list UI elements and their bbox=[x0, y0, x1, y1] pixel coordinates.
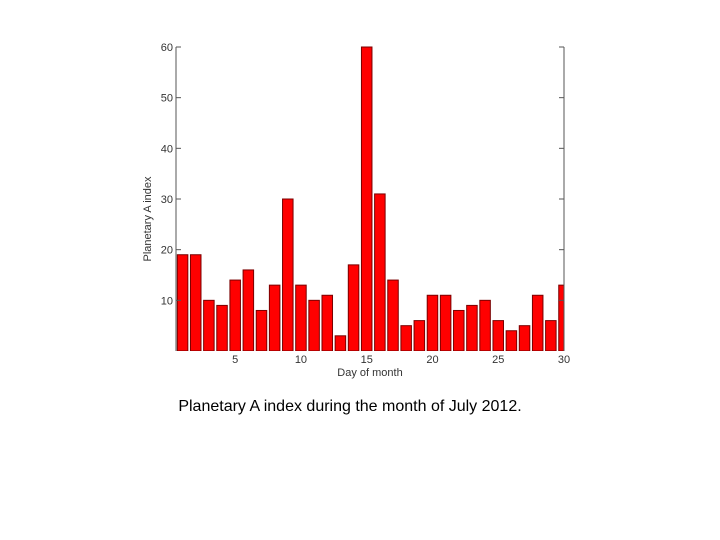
y-axis-title: Planetary A index bbox=[142, 176, 154, 262]
bar-day-18 bbox=[400, 325, 412, 351]
x-tick-label-25: 25 bbox=[492, 354, 504, 366]
bar-day-12 bbox=[321, 294, 334, 351]
bar-day-7 bbox=[255, 309, 268, 351]
y-tick-label-10: 10 bbox=[161, 295, 173, 307]
bar-day-4 bbox=[216, 304, 228, 351]
bar-day-2 bbox=[189, 254, 202, 351]
bar-day-26 bbox=[505, 330, 518, 351]
bars-group bbox=[176, 46, 564, 351]
bar-day-13 bbox=[334, 335, 347, 351]
bar-day-8 bbox=[268, 284, 281, 351]
figure-caption: Planetary A index during the month of Ju… bbox=[178, 398, 522, 415]
bar-day-11 bbox=[308, 299, 320, 351]
bar-day-17 bbox=[387, 279, 399, 351]
bar-day-27 bbox=[518, 325, 531, 351]
bar-day-5 bbox=[229, 279, 241, 351]
x-tick-label-20: 20 bbox=[426, 354, 438, 366]
bar-day-22 bbox=[453, 309, 465, 351]
bar-day-1 bbox=[176, 254, 189, 351]
bar-day-20 bbox=[426, 294, 439, 351]
y-tick-label-30: 30 bbox=[161, 194, 173, 206]
planetary-a-index-chart: 10 20 30 40 50 60 5 10 15 20 25 30 Planetary A inde… bbox=[142, 42, 570, 379]
bar-day-21 bbox=[439, 294, 452, 351]
bar-day-23 bbox=[466, 304, 478, 351]
bar-day-16 bbox=[374, 193, 386, 351]
bar-day-15 bbox=[360, 46, 373, 351]
x-tick-label-5: 5 bbox=[232, 354, 238, 366]
x-tick-label-15: 15 bbox=[361, 354, 373, 366]
bar-day-19 bbox=[413, 320, 426, 351]
x-tick-label-30: 30 bbox=[558, 354, 570, 366]
x-tick-label-10: 10 bbox=[295, 354, 307, 366]
y-tick-label-60: 60 bbox=[161, 42, 173, 54]
y-tick-label-40: 40 bbox=[161, 143, 173, 155]
y-tick-label-20: 20 bbox=[161, 245, 173, 257]
y-tick-label-50: 50 bbox=[161, 93, 173, 105]
bar-day-6 bbox=[242, 269, 255, 351]
x-axis-title: Day of month bbox=[337, 367, 402, 379]
bar-day-25 bbox=[492, 320, 504, 351]
bar-day-14 bbox=[347, 264, 360, 351]
bar-day-3 bbox=[203, 299, 215, 351]
bar-day-24 bbox=[479, 299, 491, 351]
bar-day-29 bbox=[545, 320, 557, 351]
bar-day-10 bbox=[295, 284, 307, 351]
ticks-group: 10 20 30 40 50 60 5 10 15 20 25 30 bbox=[161, 42, 570, 366]
bar-day-28 bbox=[531, 294, 544, 351]
bar-day-9 bbox=[282, 198, 294, 351]
